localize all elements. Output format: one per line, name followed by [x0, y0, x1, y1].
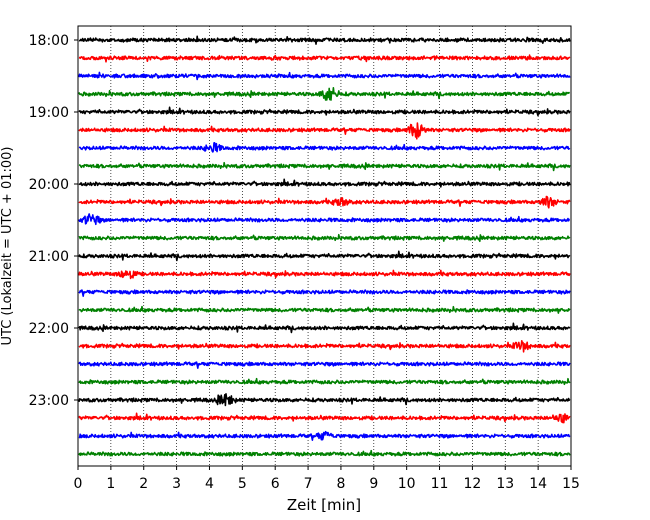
trace-row-1	[78, 35, 571, 45]
plot-frame	[77, 25, 572, 467]
trace-row-3	[78, 71, 571, 81]
trace-row-13	[78, 250, 571, 262]
trace-row-18	[78, 339, 571, 353]
trace-row-10	[78, 195, 571, 209]
x-tick-label: 1	[106, 476, 115, 492]
x-tick-label: 14	[529, 476, 547, 492]
x-tick-label: 8	[336, 476, 345, 492]
y-tick-label: 22:00	[29, 321, 69, 337]
x-tick-label: 7	[304, 476, 313, 492]
trace-row-17	[78, 322, 571, 334]
trace-row-22	[78, 412, 571, 424]
x-tick-label: 13	[496, 476, 514, 492]
traces	[78, 35, 571, 457]
x-tick-label: 15	[562, 476, 580, 492]
trace-row-6	[78, 122, 571, 140]
y-tick-label: 23:00	[29, 393, 69, 409]
y-tick-label: 21:00	[29, 249, 69, 265]
y-axis-ticks: 18:00 19:00 20:00 21:00 22:00 23:00	[29, 33, 78, 409]
x-tick-label: 9	[369, 476, 378, 492]
x-tick-label: 10	[398, 476, 416, 492]
x-tick-label: 4	[205, 476, 214, 492]
trace-row-12	[78, 233, 571, 243]
x-tick-label: 12	[463, 476, 481, 492]
trace-row-4	[78, 87, 570, 101]
grid-lines	[110, 26, 539, 466]
trace-row-19	[78, 361, 571, 369]
trace-row-11	[78, 213, 570, 226]
trace-row-7	[78, 142, 571, 153]
y-tick-label: 18:00	[29, 33, 69, 49]
x-tick-label: 6	[271, 476, 280, 492]
trace-row-2	[78, 54, 571, 63]
x-tick-label: 2	[139, 476, 148, 492]
trace-row-16	[78, 305, 571, 314]
x-axis-ticks: 0 1 2 3 4 5 6 7 8 9 10 11 12 13 14 15	[74, 466, 580, 492]
trace-row-9	[78, 178, 571, 188]
y-tick-label: 19:00	[29, 105, 69, 121]
trace-row-15	[78, 289, 571, 297]
trace-row-5	[78, 106, 571, 117]
trace-row-8	[78, 161, 571, 172]
x-tick-label: 0	[74, 476, 83, 492]
trace-row-14	[78, 269, 571, 280]
trace-row-21	[78, 393, 571, 407]
y-tick-label: 20:00	[29, 177, 69, 193]
x-tick-label: 3	[172, 476, 181, 492]
x-tick-label: 5	[238, 476, 247, 492]
trace-row-20	[78, 377, 571, 386]
trace-row-24	[78, 449, 571, 457]
y-axis-label: UTC (Lokalzeit = UTC + 01:00)	[0, 147, 15, 346]
plot-background	[78, 26, 571, 466]
x-axis-label: Zeit [min]	[287, 496, 361, 514]
trace-row-23	[78, 430, 571, 441]
x-tick-label: 11	[431, 476, 449, 492]
